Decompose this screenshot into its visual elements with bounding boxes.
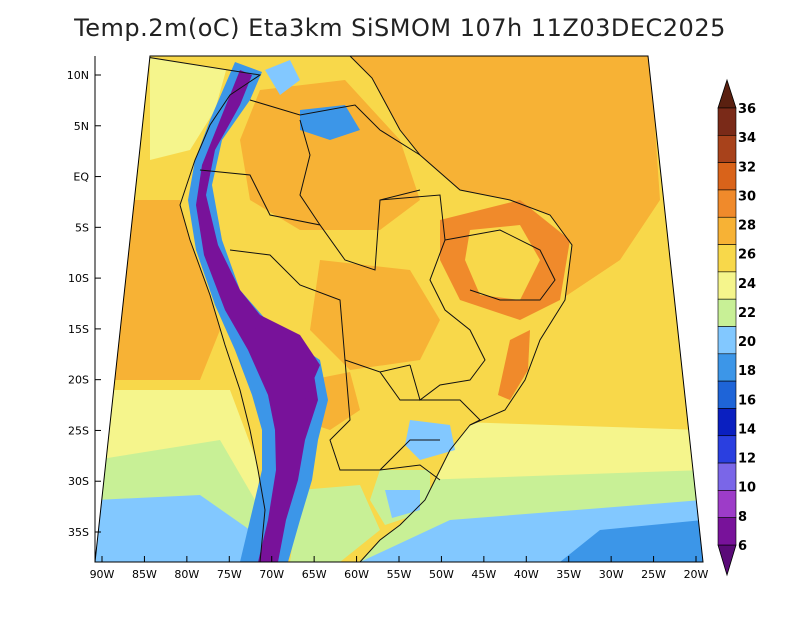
lat-tick-label: 20S: [68, 374, 89, 387]
atlantic-warm-region: [350, 56, 660, 330]
lon-tick-label: 60W: [344, 568, 369, 581]
colorbar-cell: [717, 135, 737, 163]
guiana-cool-patch: [265, 60, 300, 95]
colorbar-label: 20: [738, 335, 756, 350]
colombia-cool-patch: [300, 105, 360, 140]
colorbar-cell: [717, 490, 737, 518]
northeast-yellow-patch: [465, 225, 540, 300]
colorbar-label: 32: [738, 160, 756, 175]
lon-tick-label: 30W: [599, 568, 624, 581]
colorbar-cell: [717, 435, 737, 464]
lat-tick-label: 15S: [68, 323, 89, 336]
colorbar-label: 12: [738, 452, 756, 467]
altiplano-purple: [250, 310, 320, 400]
colorbar-cell: [717, 162, 737, 191]
colorbar-cell: [717, 107, 737, 136]
lat-tick-label: 25S: [68, 424, 89, 437]
lon-tick-label: 20W: [684, 568, 709, 581]
lat-tick-label: 5N: [74, 120, 89, 133]
lon-tick-label: 70W: [259, 568, 284, 581]
lon-tick-label: 65W: [302, 568, 327, 581]
lon-tick-label: 40W: [514, 568, 539, 581]
lon-tick-label: 45W: [471, 568, 496, 581]
lat-tick-label: 30S: [68, 475, 89, 488]
patagonia-green: [290, 485, 380, 562]
color-legend: 6 8 10 12 14 16 18 20 22 24 26 28 30 32 34 36: [717, 78, 756, 577]
colorbar-cell: [717, 298, 737, 327]
colorbar-label: 16: [738, 393, 756, 408]
lat-tick-label: EQ: [73, 171, 89, 184]
colorbar-label: 36: [738, 102, 756, 117]
lat-tick-label: 5S: [75, 221, 89, 234]
colorbar-cell: [717, 216, 737, 245]
amazon-warm-patch: [240, 80, 420, 230]
lon-tick-label: 55W: [387, 568, 412, 581]
lon-tick-label: 50W: [429, 568, 454, 581]
colorbar-cell: [717, 408, 737, 437]
colorbar-cell: [717, 517, 737, 546]
north-pacific-cool: [150, 56, 230, 160]
east-coast-hot: [498, 330, 530, 400]
lon-tick-label: 85W: [132, 568, 157, 581]
uruguay-blue-patch: [385, 490, 420, 518]
lon-tick-label: 90W: [90, 568, 115, 581]
longitude-axis: 90W 85W 80W 75W 70W 65W 60W 55W 50W 45W 40W 35W 30W 2…: [90, 556, 709, 581]
lon-tick-label: 25W: [641, 568, 666, 581]
colorbar-max-arrow: [717, 78, 737, 109]
colorbar-label: 22: [738, 306, 756, 321]
map-title: Temp.2m(oC) Eta3km SiSMOM 107h 11Z03DEC2…: [74, 14, 726, 42]
colorbar-cell: [717, 326, 737, 355]
colorbar-label: 30: [738, 189, 756, 204]
colorbar-cell: [717, 462, 737, 491]
colorbar-min-arrow: [717, 544, 737, 577]
south-atlantic-deep: [560, 520, 703, 562]
colorbar-label: 18: [738, 364, 756, 379]
colorbar-cell: [717, 244, 737, 273]
colorbar-cell: [717, 353, 737, 382]
colorbar-label: 34: [738, 131, 756, 146]
south-pacific-cold: [95, 495, 250, 562]
lon-tick-label: 80W: [174, 568, 199, 581]
colorbar-cell: [717, 189, 737, 218]
colorbar-label: 10: [738, 481, 756, 496]
colorbar-label: 14: [738, 422, 756, 437]
latitude-axis: 10N 5N EQ 5S 10S 15S 20S 25S 30S 35S: [67, 69, 101, 539]
central-warm-patch: [310, 260, 440, 370]
colorbar-label: 28: [738, 219, 756, 234]
colorbar-label: 26: [738, 248, 756, 263]
lon-tick-label: 35W: [556, 568, 581, 581]
colorbar-label: 8: [738, 510, 747, 525]
lat-tick-label: 10S: [68, 272, 89, 285]
colorbar-cell: [717, 380, 737, 409]
map-domain: [95, 56, 703, 562]
country-borders: [139, 56, 573, 562]
colorbar-label: 6: [738, 539, 747, 554]
lon-tick-label: 75W: [217, 568, 242, 581]
colorbar-label: 24: [738, 277, 756, 292]
lat-tick-label: 10N: [67, 69, 89, 82]
lat-tick-label: 35S: [68, 526, 89, 539]
colorbar-cell: [717, 271, 737, 300]
